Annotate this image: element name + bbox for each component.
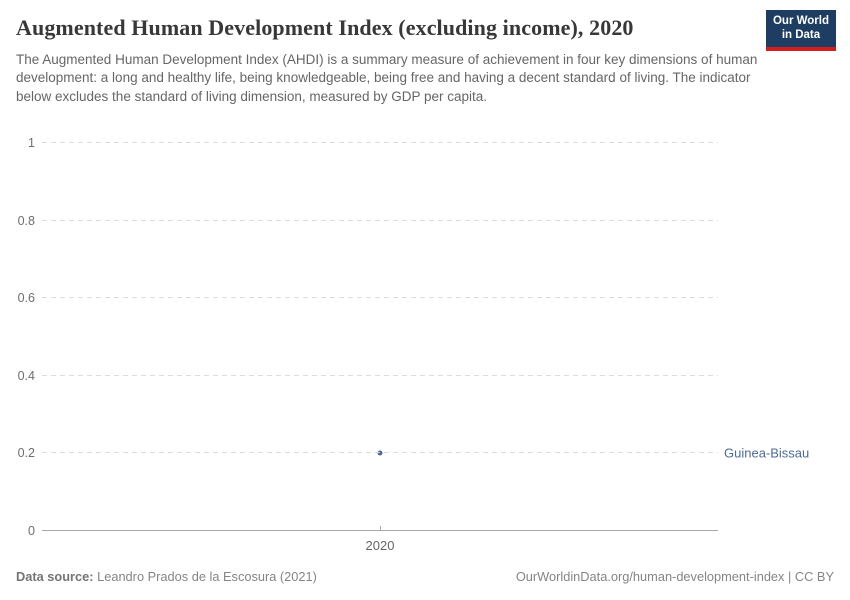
data-point[interactable] [377, 450, 383, 456]
footer: Data source: Leandro Prados de la Escosu… [16, 569, 834, 584]
y-tick-label: 0.2 [17, 446, 35, 461]
footer-link[interactable]: OurWorldinData.org/human-development-ind… [515, 569, 834, 584]
series-label[interactable]: Guinea-Bissau [724, 445, 810, 461]
gridline [42, 452, 718, 454]
gridline [42, 374, 718, 376]
data-source-label: Data source: [16, 569, 94, 584]
gridline [42, 297, 718, 299]
owid-logo[interactable]: Our World in Data [766, 10, 836, 51]
chart-subtitle: The Augmented Human Development Index (A… [16, 52, 758, 104]
y-tick-label: 0.4 [17, 368, 35, 383]
entity-labels: Guinea-Bissau [724, 143, 844, 531]
y-tick-label: 0.6 [17, 291, 35, 306]
y-axis-labels: 0 0.2 0.4 0.6 0.8 1 [0, 136, 35, 538]
gridline [42, 530, 718, 531]
owid-logo-line2: in Data [781, 28, 821, 41]
data-source: Data source: Leandro Prados de la Escosu… [16, 569, 317, 584]
chart-title: Augmented Human Development Index (exclu… [16, 15, 634, 40]
plot-area [42, 142, 718, 531]
gridline [42, 142, 718, 143]
x-tick-label: 2020 [365, 538, 395, 553]
owid-logo-text: Our World in Data [773, 15, 829, 42]
y-tick-label: 0.8 [17, 213, 35, 228]
owid-logo-line1: Our World [772, 15, 829, 27]
x-tick-mark [380, 526, 381, 531]
gridline [42, 219, 718, 221]
data-source-value: Leandro Prados de la Escosura (2021) [97, 569, 317, 584]
y-tick-label: 0 [28, 524, 35, 538]
y-tick-label: 1 [28, 136, 35, 150]
